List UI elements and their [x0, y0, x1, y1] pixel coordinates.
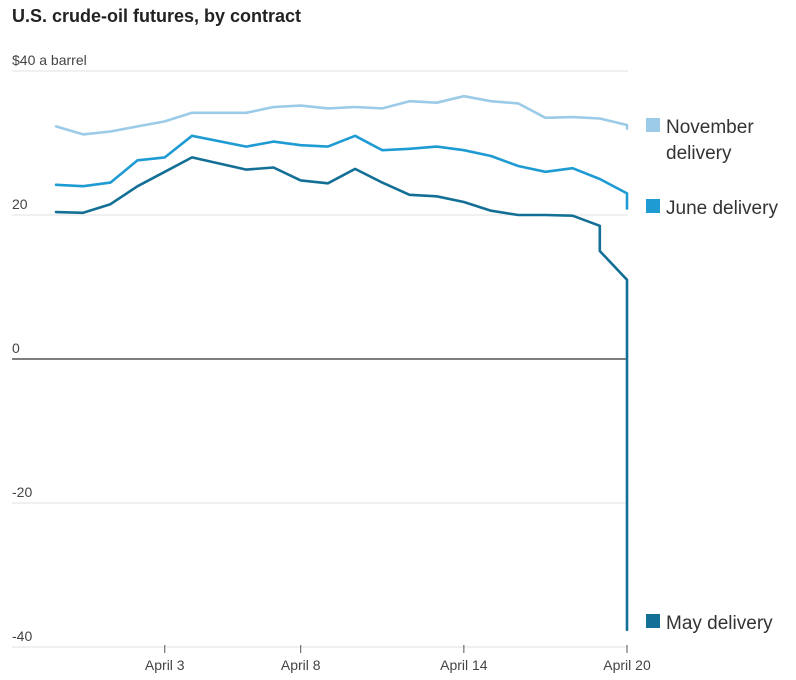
legend-item-november-delivery: November delivery [646, 117, 754, 164]
legend-swatch [646, 118, 660, 132]
y-tick-label: 20 [12, 196, 28, 212]
gridlines [12, 70, 628, 648]
legend-label: June delivery [666, 198, 778, 219]
series-lines [54, 94, 629, 631]
series-line-june-delivery [54, 134, 629, 210]
legend-item-may-delivery: May delivery [646, 613, 773, 634]
legend-swatch [646, 199, 660, 213]
y-tick-label: -40 [12, 628, 32, 644]
series-line-november-delivery [54, 94, 629, 136]
legend: November delivery June delivery May deliver… [646, 117, 778, 634]
y-tick-label: $40 a barrel [12, 52, 87, 68]
legend-label: delivery [666, 143, 732, 164]
x-tick-label: April 3 [145, 657, 185, 673]
legend-label: November [666, 117, 754, 138]
x-tick-label: April 8 [281, 657, 321, 673]
x-tick-label: April 14 [440, 657, 488, 673]
y-axis-labels: $40 a barrel 20 0 -20 -40 [12, 52, 87, 644]
legend-label: May delivery [666, 613, 773, 634]
x-axis: April 3 April 8 April 14 April 20 [145, 645, 651, 673]
legend-swatch [646, 614, 660, 628]
y-tick-label: -20 [12, 484, 32, 500]
x-tick-label: April 20 [603, 657, 651, 673]
series-line-may-delivery [54, 156, 629, 631]
chart-title: U.S. crude-oil futures, by contract [12, 6, 302, 26]
y-tick-label: 0 [12, 340, 20, 356]
legend-item-june-delivery: June delivery [646, 198, 778, 219]
